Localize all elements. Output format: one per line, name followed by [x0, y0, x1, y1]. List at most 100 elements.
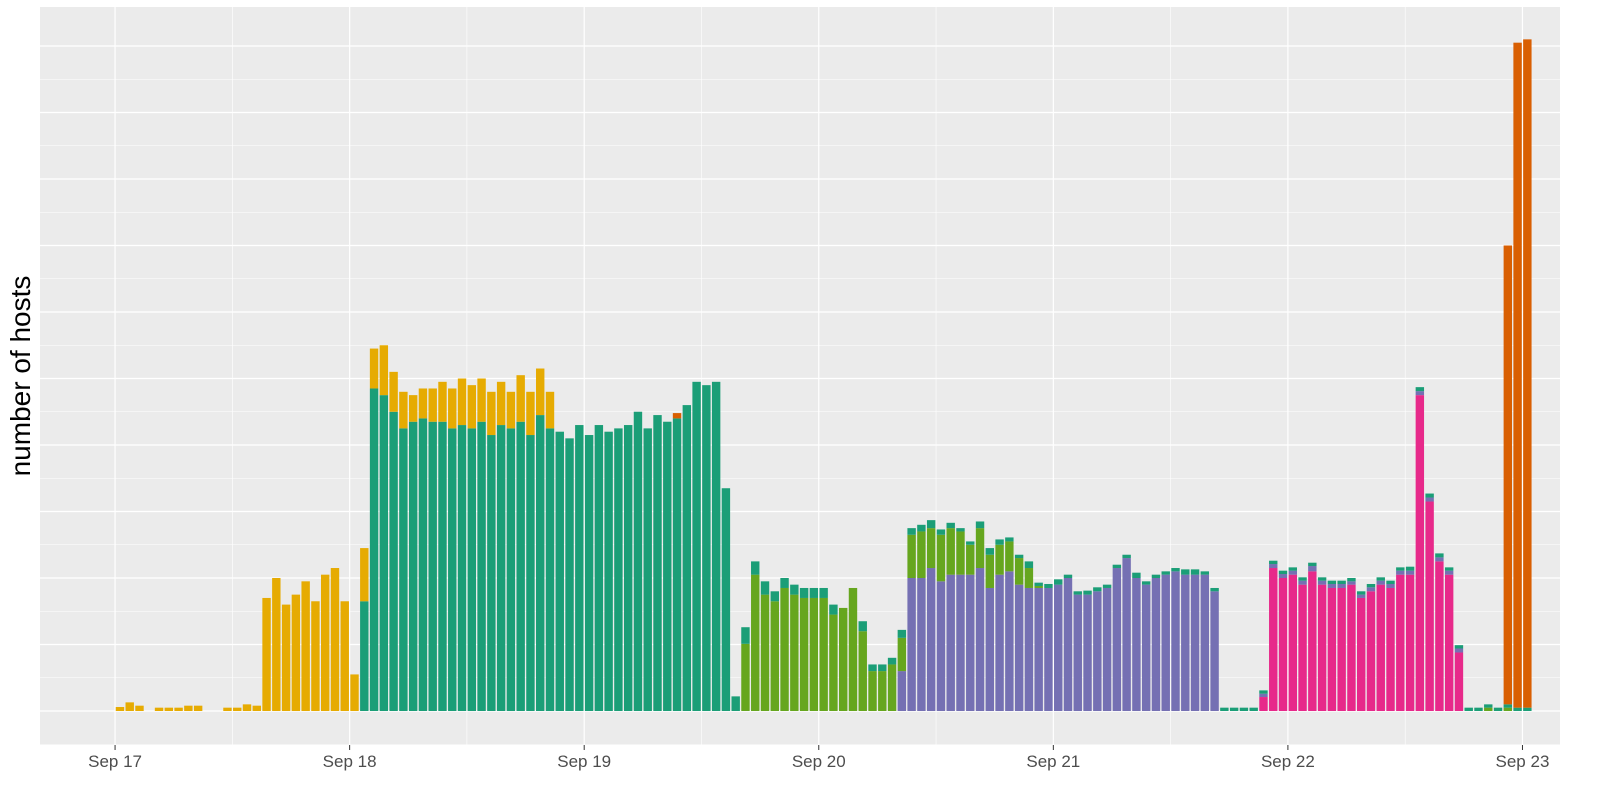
bar-segment	[1513, 42, 1522, 708]
bar-segment	[1308, 571, 1317, 711]
bar-segment	[1503, 707, 1513, 711]
bar-segment	[262, 597, 271, 711]
bar-segment	[858, 621, 867, 632]
bar-segment	[1278, 574, 1288, 578]
x-tick-label: Sep 22	[1261, 752, 1315, 771]
bar-segment	[692, 381, 701, 711]
bar-segment	[467, 385, 477, 429]
bar-segment	[1288, 570, 1297, 575]
bar-segment	[487, 435, 496, 711]
bar-segment	[623, 425, 633, 711]
bar-segment	[1327, 583, 1337, 588]
bar-segment	[956, 528, 965, 532]
x-tick-label: Sep 17	[88, 752, 142, 771]
bar-segment	[839, 607, 848, 711]
bar-segment	[1523, 707, 1532, 711]
bar-segment	[1239, 707, 1249, 711]
bar-segment	[516, 375, 525, 422]
bar-segment	[1298, 577, 1307, 581]
bar-segment	[966, 544, 975, 575]
bar-segment	[887, 664, 897, 711]
bar-segment	[985, 554, 995, 588]
bar-segment	[193, 705, 203, 711]
bar-segment	[164, 707, 174, 711]
bar-segment	[1054, 579, 1063, 585]
bar-segment	[526, 391, 535, 436]
bar-segment	[516, 421, 525, 711]
bar-segment	[809, 597, 819, 711]
bar-segment	[379, 345, 389, 396]
bar-segment	[418, 418, 428, 711]
bar-segment	[311, 601, 320, 711]
bar-segment	[1435, 561, 1444, 712]
bar-segment	[1405, 566, 1415, 571]
bar-segment	[252, 705, 261, 711]
bar-segment	[428, 421, 437, 711]
bar-segment	[496, 425, 506, 711]
bar-segment	[135, 705, 144, 711]
bar-segment	[1444, 570, 1454, 575]
bar-segment	[790, 584, 799, 595]
bar-segment	[1327, 587, 1337, 711]
bar-segment	[233, 707, 242, 711]
bar-segment	[946, 522, 955, 529]
bar-segment	[369, 348, 379, 389]
bar-segment	[1396, 574, 1405, 711]
bar-segment	[1503, 245, 1513, 705]
bar-segment	[340, 601, 349, 711]
bar-segment	[1327, 580, 1337, 584]
bar-segment	[154, 707, 164, 711]
bar-segment	[1220, 707, 1229, 711]
bar-segment	[1278, 570, 1288, 575]
bar-segment	[946, 528, 955, 575]
bar-segment	[1102, 587, 1112, 711]
bar-segment	[448, 388, 457, 429]
bar-segment	[1317, 577, 1327, 581]
bar-segment	[1063, 578, 1073, 711]
bar-segment	[917, 578, 926, 711]
bar-segment	[1493, 707, 1503, 711]
bar-segment	[438, 381, 447, 422]
bar-segment	[418, 388, 428, 419]
bar-segment	[819, 587, 828, 598]
bar-segment	[1112, 564, 1122, 569]
bar-segment	[272, 578, 281, 711]
bar-segment	[506, 428, 516, 712]
bar-segment	[751, 561, 760, 575]
bar-segment	[917, 531, 926, 578]
bar-segment	[1181, 574, 1190, 711]
bar-segment	[536, 415, 545, 711]
bar-segment	[926, 520, 936, 529]
bar-segment	[1151, 574, 1161, 578]
bar-segment	[1464, 707, 1473, 711]
bar-segment	[291, 594, 301, 712]
bar-segment	[897, 671, 907, 711]
bar-segment	[926, 528, 936, 569]
bar-segment	[1298, 584, 1307, 711]
bar-segment	[1024, 568, 1034, 588]
bar-segment	[985, 587, 995, 711]
bar-segment	[1347, 584, 1356, 711]
x-tick-label: Sep 21	[1026, 752, 1080, 771]
bar-segment	[672, 418, 682, 711]
bar-segment	[780, 587, 789, 711]
bar-segment	[1386, 587, 1395, 711]
bar-segment	[1366, 591, 1376, 711]
bar-segment	[1122, 558, 1131, 711]
bar-segment	[1405, 574, 1415, 711]
bar-segment	[1503, 704, 1513, 708]
bar-segment	[1415, 387, 1425, 392]
bar-segment	[897, 629, 907, 638]
bar-segment	[1347, 581, 1356, 585]
bar-segment	[878, 664, 887, 672]
bar-segment	[1317, 584, 1327, 711]
bar-segment	[770, 601, 779, 711]
bar-segment	[242, 704, 252, 711]
bar-segment	[751, 574, 760, 711]
bar-segment	[1288, 567, 1297, 571]
bar-segment	[477, 421, 486, 711]
bar-segment	[1200, 574, 1210, 711]
bar-segment	[1171, 571, 1180, 711]
bar-segment	[1435, 553, 1444, 558]
bar-segment	[1425, 497, 1434, 502]
